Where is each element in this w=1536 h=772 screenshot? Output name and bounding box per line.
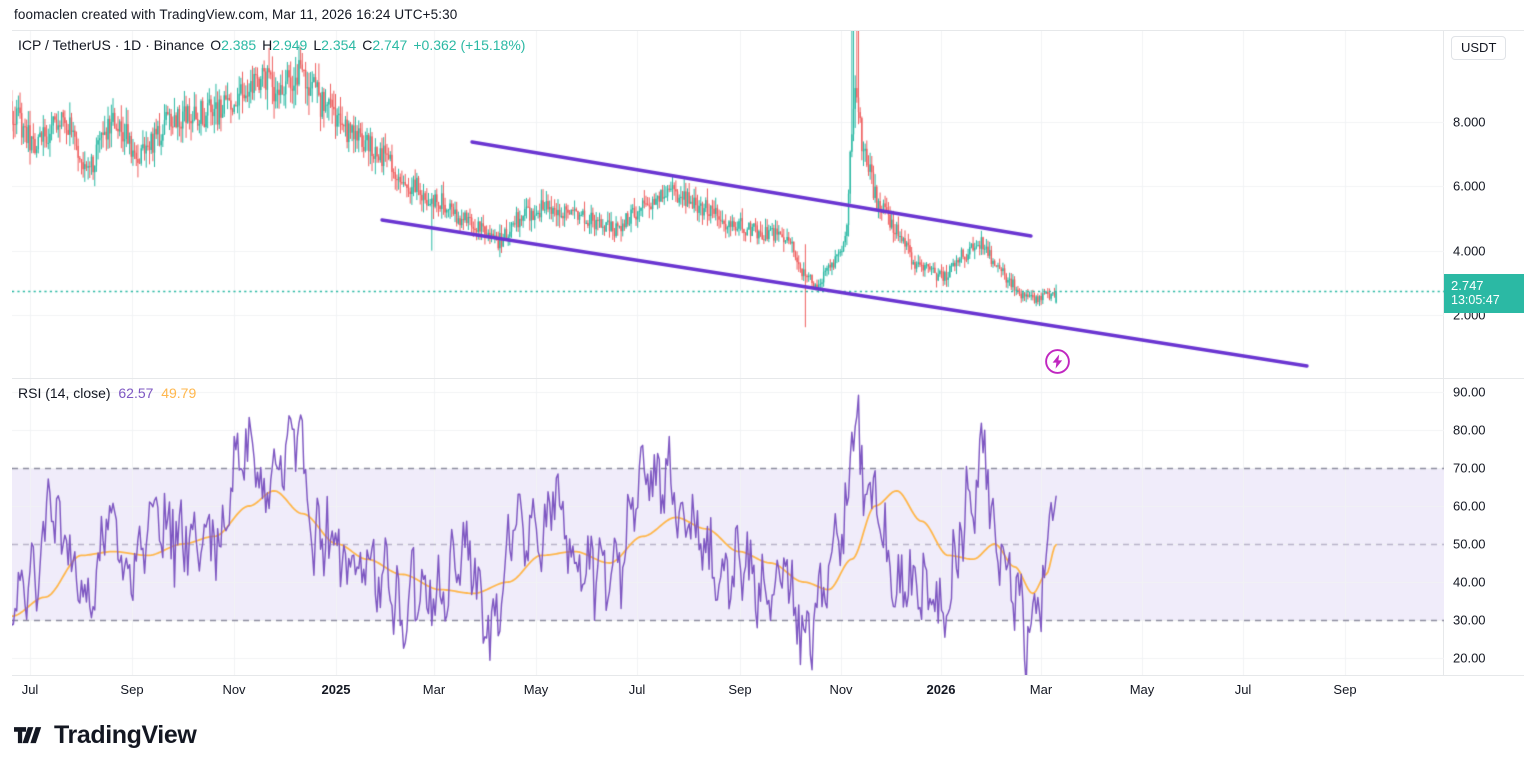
current-price-countdown: 13:05:47 [1451, 293, 1500, 308]
high-value: 2.949 [272, 37, 308, 53]
currency-badge[interactable]: USDT [1451, 36, 1507, 60]
rsi-chart-canvas[interactable] [12, 379, 1444, 675]
high-label: H [262, 37, 273, 53]
close-label: C [362, 37, 373, 53]
open-label: O [210, 37, 222, 53]
price-chart-canvas[interactable] [12, 31, 1444, 378]
time-axis-tick: Sep [1333, 682, 1357, 697]
time-axis-tick: Jul [1234, 682, 1252, 697]
time-axis-tick: Jul [21, 682, 39, 697]
rsi-axis-tick: 70.00 [1453, 460, 1486, 476]
rsi-axis-tick: 60.00 [1453, 498, 1486, 514]
low-label: L [313, 37, 322, 53]
current-price-badge[interactable]: 2.747 13:05:47 [1444, 273, 1524, 313]
time-axis-tick: Nov [222, 682, 246, 697]
attribution-text: foomaclen created with TradingView.com, … [14, 7, 458, 22]
time-axis-divider [12, 675, 1524, 676]
rsi-axis-tick: 30.00 [1453, 612, 1486, 628]
rsi-title[interactable]: RSI (14, close) [18, 385, 111, 401]
time-axis-tick: May [523, 682, 549, 697]
time-axis-tick: Mar [422, 682, 446, 697]
rsi-pane-legend: RSI (14, close) 62.57 49.79 [18, 386, 196, 400]
time-axis-tick: May [1129, 682, 1155, 697]
open-value: 2.385 [221, 37, 257, 53]
close-value: 2.747 [372, 37, 408, 53]
time-axis-tick: Nov [829, 682, 853, 697]
time-axis-tick: Mar [1029, 682, 1053, 697]
time-axis-tick: 2026 [926, 682, 956, 697]
price-axis-tick: 4.000 [1453, 243, 1486, 259]
time-axis-tick: 2025 [321, 682, 351, 697]
time-axis[interactable]: Jul Sep Nov 2025 Mar May Jul Sep Nov 2026 Mar May Ju… [12, 676, 1524, 704]
rsi-ma-value: 49.79 [161, 385, 197, 401]
time-axis-tick: Jul [628, 682, 646, 697]
price-axis[interactable]: 8.000 6.000 4.000 2.000 [1444, 31, 1524, 378]
lightning-bolt-icon[interactable] [1044, 348, 1071, 375]
tradingview-wordmark: TradingView [54, 721, 197, 749]
tradingview-mark-icon [14, 726, 42, 743]
change-percent: (+15.18%) [460, 37, 526, 53]
change-value: +0.362 [413, 37, 457, 53]
rsi-value: 62.57 [118, 385, 154, 401]
rsi-axis-tick: 50.00 [1453, 536, 1486, 552]
price-pane-legend: ICP / TetherUS · 1D · Binance O2.385 H2.94… [18, 38, 525, 52]
time-axis-tick: Sep [728, 682, 752, 697]
low-value: 2.354 [321, 37, 357, 53]
rsi-axis[interactable]: 90.00 80.00 70.00 60.00 50.00 40.00 30.00 20.00 [1444, 379, 1524, 675]
rsi-axis-tick: 20.00 [1453, 650, 1486, 666]
rsi-axis-tick: 80.00 [1453, 422, 1486, 438]
rsi-axis-tick: 40.00 [1453, 574, 1486, 590]
tradingview-logo[interactable]: TradingView [14, 721, 197, 749]
current-price-value: 2.747 [1451, 277, 1484, 293]
symbol-title[interactable]: ICP / TetherUS · 1D · Binance [18, 37, 205, 53]
plot-top-border [12, 30, 1524, 31]
pane-divider [12, 378, 1524, 379]
price-axis-tick: 8.000 [1453, 114, 1486, 130]
rsi-axis-tick: 90.00 [1453, 384, 1486, 400]
price-axis-tick: 6.000 [1453, 178, 1486, 194]
time-axis-tick: Sep [120, 682, 144, 697]
